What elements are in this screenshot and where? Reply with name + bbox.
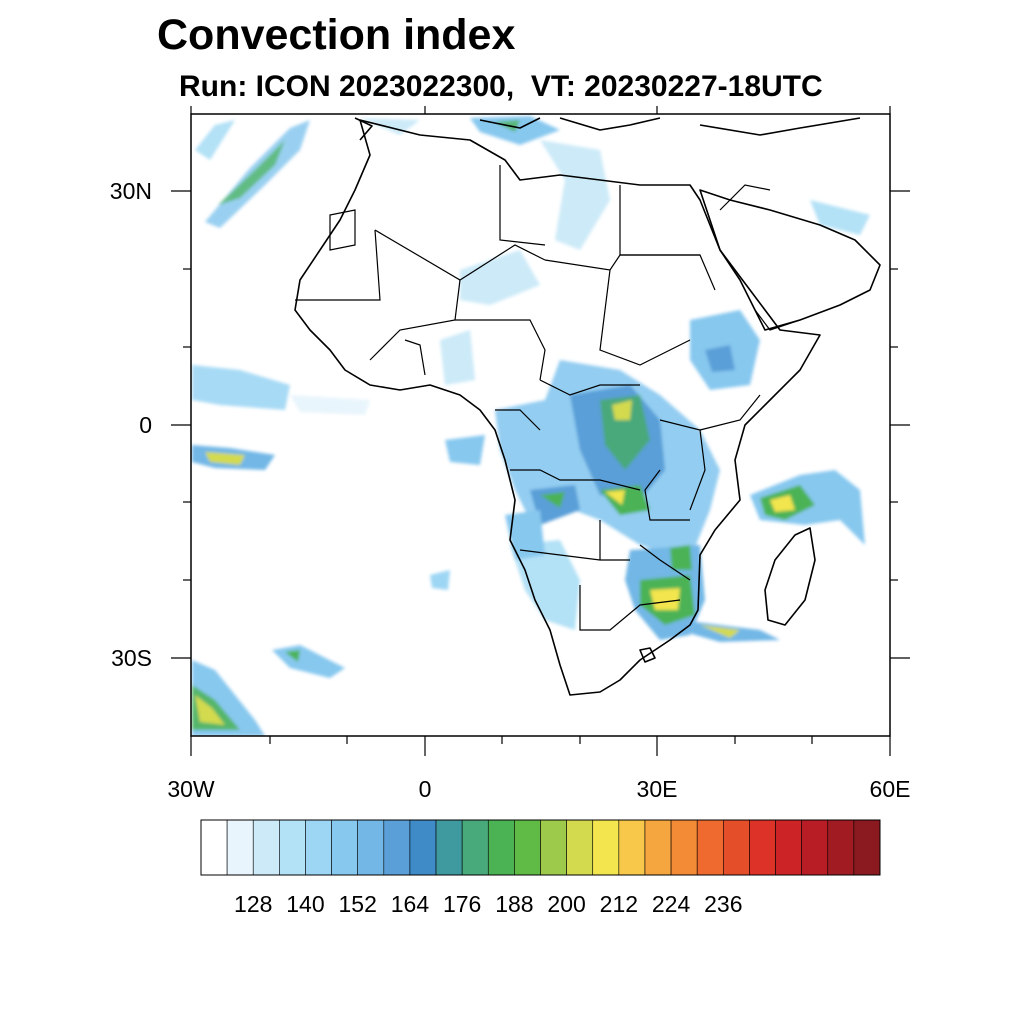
country-borders [295,165,801,631]
axis-ticks [171,106,910,756]
colorbar-swatch [487,819,515,876]
colorbar-label: 152 [339,891,377,917]
colorbar-swatch [357,819,385,876]
colorbar-label: 176 [443,891,481,917]
colorbar-swatch [305,819,332,876]
colorbar-swatch [696,819,724,876]
colorbar-label: 140 [286,891,324,917]
x-tick-label: 0 [419,776,432,802]
coastlines [294,117,881,696]
colorbar-label: 236 [704,891,742,917]
colorbar-swatch [644,819,672,876]
colorbar-swatch [226,819,254,876]
colorbar-swatch [566,819,594,876]
colorbar-swatch [618,819,646,876]
colorbar-label: 224 [652,891,691,917]
map-title: Convection index [157,11,516,59]
colorbar-swatch [670,819,698,876]
colorbar-swatch [409,819,437,876]
x-tick-label: 30E [637,776,678,802]
y-tick-label: 0 [139,412,152,438]
colorbar-swatch [592,819,620,876]
colorbar-swatch [279,819,306,876]
colorbar-swatch [200,819,228,876]
x-tick-label: 60E [870,776,911,802]
colorbar-label: 188 [495,891,533,917]
colorbar: 128 140 152 164 176 188 200 212 224 236 [200,819,881,917]
y-tick-label: 30S [111,645,152,671]
colorbar-swatch [435,819,463,876]
colorbar-label: 212 [600,891,638,917]
colorbar-swatch [331,819,358,876]
x-tick-label: 30W [167,776,215,802]
colorbar-swatch [723,819,750,876]
colorbar-swatch [775,819,802,876]
colorbar-label: 164 [391,891,430,917]
colorbar-swatch [749,819,776,876]
colorbar-swatch [853,819,881,876]
colorbar-label: 128 [234,891,272,917]
map-subtitle: Run: ICON 2023022300, VT: 20230227-18UTC [179,70,823,103]
colorbar-frame [200,819,881,876]
map-plot-area [192,116,881,736]
colorbar-swatch [383,819,411,876]
colorbar-swatch [540,819,567,876]
colorbar-swatch [801,819,829,876]
convection-field [192,116,870,736]
colorbar-swatch [514,819,541,876]
colorbar-swatch [827,819,855,876]
colorbar-label: 200 [547,891,585,917]
colorbar-swatch [252,819,280,876]
y-tick-label: 30N [110,178,152,204]
colorbar-swatch [461,819,489,876]
